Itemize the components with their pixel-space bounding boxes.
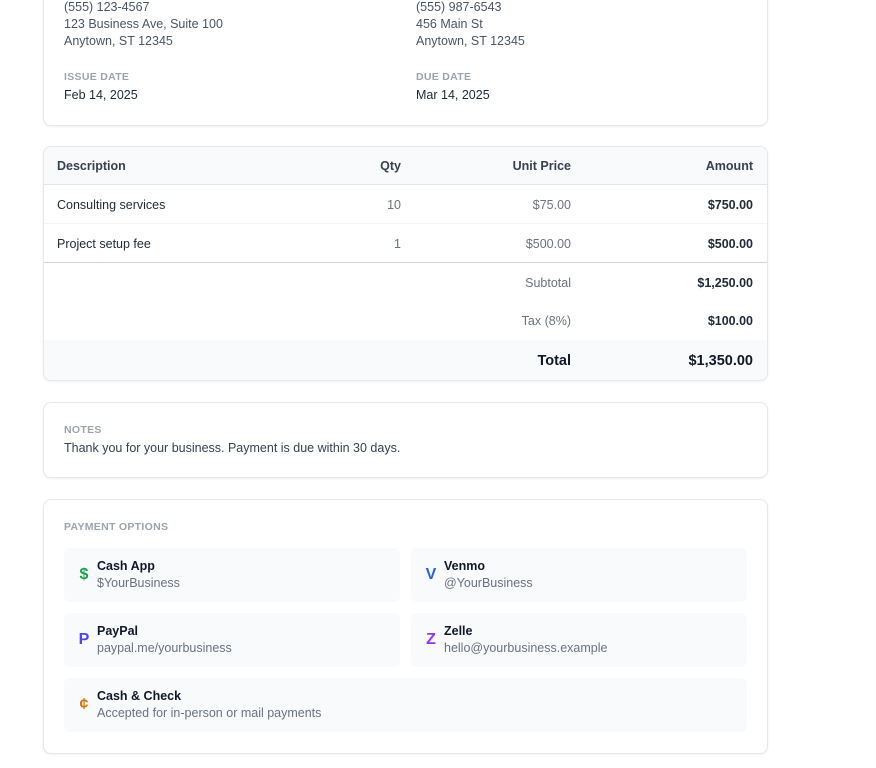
table-header-row: Description Qty Unit Price Amount bbox=[44, 147, 767, 185]
due-date-label: DUE DATE bbox=[416, 71, 472, 83]
table-row: Project setup fee 1 $500.00 $500.00 bbox=[44, 225, 767, 263]
item-amount: $500.00 bbox=[707, 237, 753, 251]
venmo-icon: V bbox=[425, 566, 437, 583]
payment-option-name: Cash & Check bbox=[97, 689, 182, 703]
client-address-line-1: 456 Main St bbox=[416, 17, 483, 31]
client-phone: (555) 987-6543 bbox=[416, 0, 502, 14]
item-amount: $750.00 bbox=[707, 198, 753, 212]
total-row: Total $1,350.00 bbox=[44, 340, 767, 380]
payment-option-paypal[interactable]: P PayPal paypal.me/yourbusiness bbox=[64, 613, 400, 667]
tax-value: $100.00 bbox=[707, 314, 753, 328]
payment-option-cash-check[interactable]: ¢ Cash & Check Accepted for in-person or… bbox=[64, 678, 747, 732]
payment-option-detail: Accepted for in-person or mail payments bbox=[97, 706, 322, 720]
payment-option-name: PayPal bbox=[97, 624, 139, 638]
cent-icon: ¢ bbox=[79, 696, 89, 713]
tax-label: Tax (8%) bbox=[521, 314, 571, 328]
header-amount: Amount bbox=[705, 159, 753, 173]
payment-option-venmo[interactable]: V Venmo @YourBusiness bbox=[411, 548, 747, 602]
subtotal-label: Subtotal bbox=[525, 276, 571, 290]
item-description: Consulting services bbox=[57, 198, 166, 212]
payment-option-zelle[interactable]: Z Zelle hello@yourbusiness.example bbox=[411, 613, 747, 667]
client-info: (555) 987-6543 456 Main St Anytown, ST 1… bbox=[416, 0, 525, 50]
total-label: Total bbox=[537, 353, 571, 369]
table-row: Consulting services 10 $75.00 $750.00 bbox=[44, 186, 767, 224]
sender-address-line-1: 123 Business Ave, Suite 100 bbox=[64, 17, 223, 31]
dollar-icon: $ bbox=[79, 566, 89, 583]
header-unit-price: Unit Price bbox=[512, 159, 571, 173]
subtotal-row: Subtotal $1,250.00 bbox=[44, 264, 767, 302]
item-description: Project setup fee bbox=[57, 237, 151, 251]
zelle-icon: Z bbox=[426, 631, 436, 648]
header-description: Description bbox=[57, 159, 126, 173]
notes-text: Thank you for your business. Payment is … bbox=[64, 441, 401, 455]
payment-option-detail: @YourBusiness bbox=[444, 576, 533, 590]
party-info-card: (555) 123-4567 123 Business Ave, Suite 1… bbox=[43, 0, 768, 126]
sender-info: (555) 123-4567 123 Business Ave, Suite 1… bbox=[64, 0, 223, 50]
item-qty: 10 bbox=[387, 198, 401, 212]
payment-option-detail: hello@yourbusiness.example bbox=[444, 641, 608, 655]
issue-date-value: Feb 14, 2025 bbox=[64, 88, 138, 102]
paypal-icon: P bbox=[78, 631, 90, 648]
tax-row: Tax (8%) $100.00 bbox=[44, 302, 767, 340]
payment-option-name: Venmo bbox=[444, 559, 485, 573]
header-qty: Qty bbox=[380, 159, 401, 173]
line-items-table: Description Qty Unit Price Amount Consul… bbox=[43, 146, 768, 381]
notes-card: NOTES Thank you for your business. Payme… bbox=[43, 402, 768, 478]
item-unit-price: $500.00 bbox=[525, 237, 571, 251]
payment-options-label: PAYMENT OPTIONS bbox=[64, 521, 169, 533]
payment-option-detail: paypal.me/yourbusiness bbox=[97, 641, 232, 655]
issue-date: ISSUE DATE Feb 14, 2025 bbox=[64, 71, 138, 102]
payment-option-name: Cash App bbox=[97, 559, 155, 573]
payment-options-card: PAYMENT OPTIONS $ Cash App $YourBusiness… bbox=[43, 499, 768, 754]
sender-phone: (555) 123-4567 bbox=[64, 0, 150, 14]
issue-date-label: ISSUE DATE bbox=[64, 71, 130, 83]
item-qty: 1 bbox=[394, 237, 401, 251]
sender-address-line-2: Anytown, ST 12345 bbox=[64, 34, 173, 48]
due-date: DUE DATE Mar 14, 2025 bbox=[416, 71, 490, 102]
payment-option-name: Zelle bbox=[444, 624, 473, 638]
total-value: $1,350.00 bbox=[688, 353, 753, 369]
item-unit-price: $75.00 bbox=[532, 198, 571, 212]
due-date-value: Mar 14, 2025 bbox=[416, 88, 490, 102]
payment-option-cash-app[interactable]: $ Cash App $YourBusiness bbox=[64, 548, 400, 602]
client-address-line-2: Anytown, ST 12345 bbox=[416, 34, 525, 48]
notes-label: NOTES bbox=[64, 424, 102, 436]
subtotal-value: $1,250.00 bbox=[697, 276, 753, 290]
payment-option-detail: $YourBusiness bbox=[97, 576, 180, 590]
